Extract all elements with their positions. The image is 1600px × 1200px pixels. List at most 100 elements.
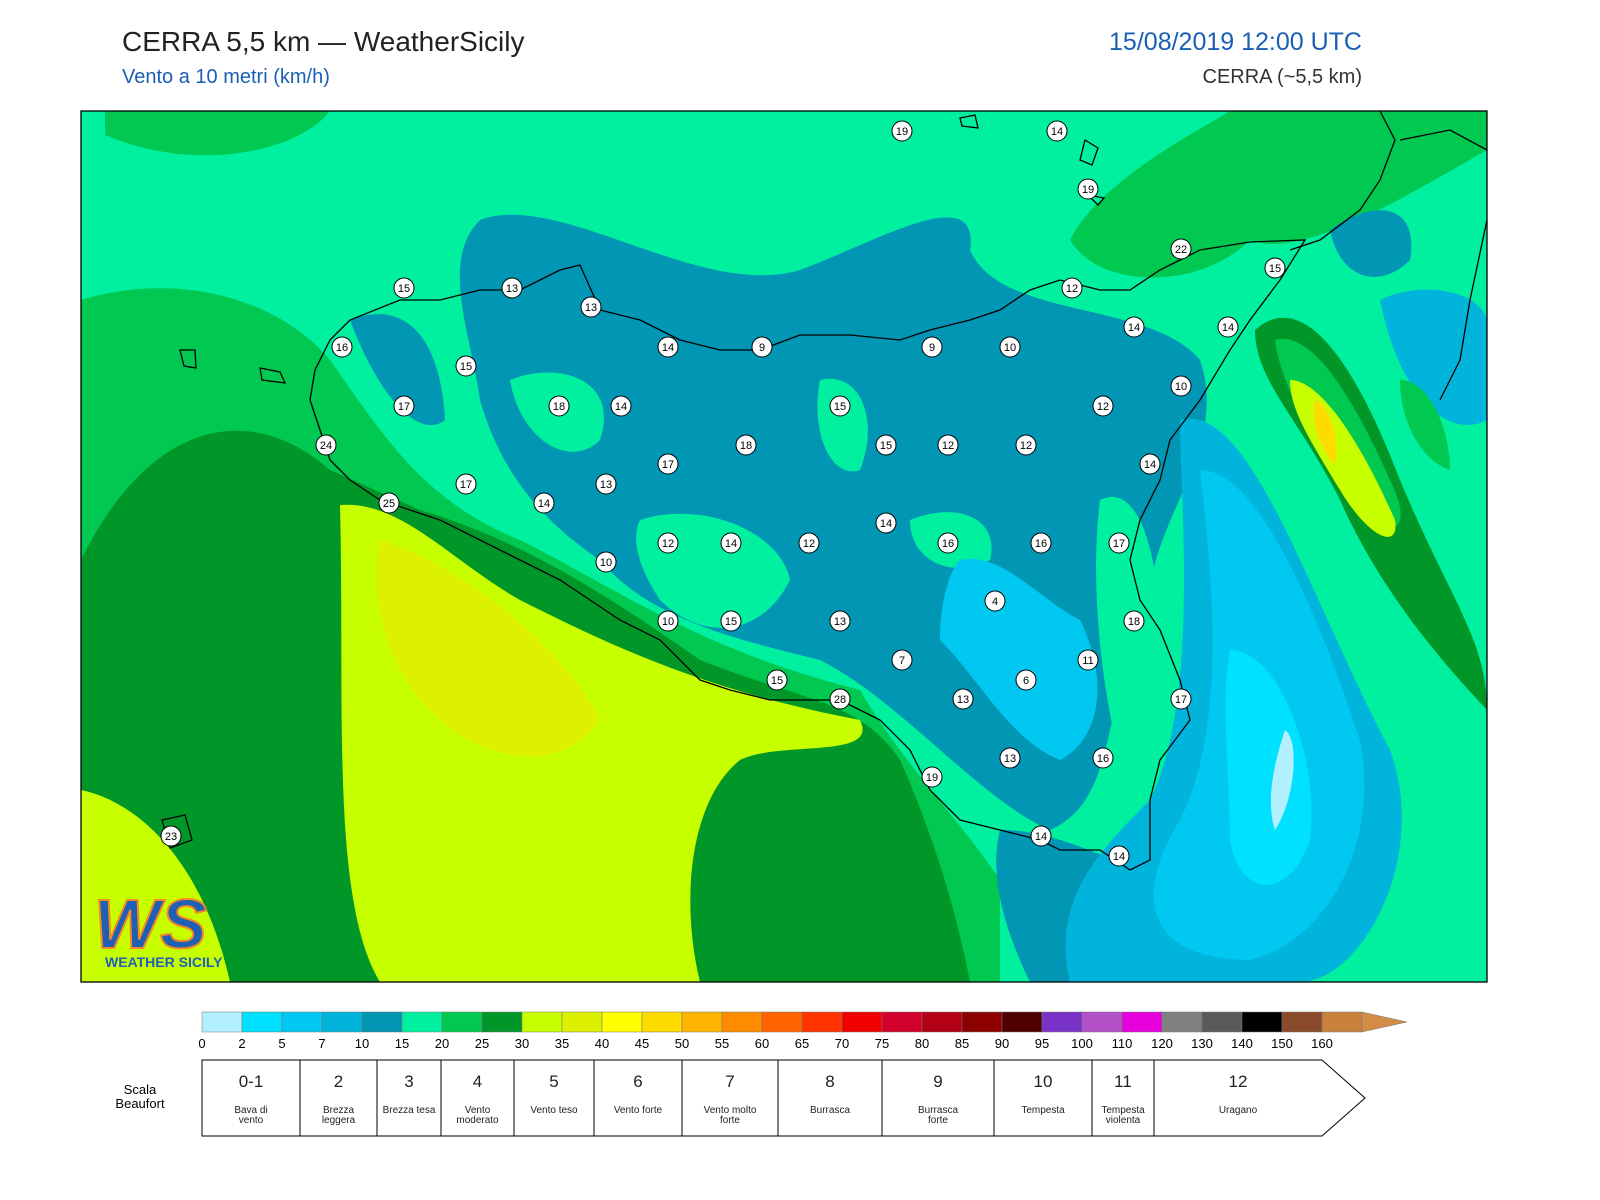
- colorbar-cell: [281, 1011, 323, 1033]
- station-marker: [875, 434, 897, 456]
- station-label: 14: [1144, 459, 1156, 471]
- colorbar-cell: [1161, 1011, 1203, 1033]
- station-label: 7: [899, 655, 905, 667]
- station-marker: [891, 120, 913, 142]
- station-label: 18: [740, 440, 752, 452]
- colorbar-tick-label: 110: [1112, 1036, 1133, 1051]
- colorbar-tick-label: 160: [1311, 1036, 1333, 1051]
- station-label: 16: [942, 538, 954, 550]
- colorbar-tick-label: 95: [1035, 1036, 1049, 1051]
- colorbar-cell: [1001, 1011, 1043, 1033]
- colorbar-cell: [601, 1011, 643, 1033]
- colorbar-tick-label: 50: [675, 1036, 689, 1051]
- beaufort-name: Brezza tesa: [382, 1105, 436, 1116]
- model-name: CERRA (~5,5 km): [1202, 66, 1362, 88]
- colorbar-cell: [1321, 1011, 1363, 1033]
- colorbar-tick-label: 130: [1191, 1036, 1213, 1051]
- station-label: 6: [1023, 675, 1029, 687]
- beaufort-name: Burrasca forte: [917, 1105, 958, 1126]
- beaufort-force: 7: [725, 1072, 735, 1091]
- colorbar-tick-label: 90: [995, 1036, 1009, 1051]
- station-marker: [160, 825, 182, 847]
- beaufort-name: Bava di vento: [234, 1105, 268, 1126]
- beaufort-force: 4: [472, 1072, 483, 1091]
- station-label: 11: [1082, 655, 1093, 667]
- station-label: 19: [896, 126, 908, 138]
- station-marker: [937, 532, 959, 554]
- colorbar-tick-label: 60: [755, 1036, 769, 1051]
- colorbar-tick-label: 2: [238, 1036, 245, 1051]
- station-label: 10: [1004, 342, 1016, 354]
- beaufort-level: 12 Uragano: [1154, 1060, 1322, 1136]
- colorbar-tick-label: 70: [835, 1036, 849, 1051]
- station-marker: [501, 277, 523, 299]
- station-marker: [1170, 688, 1192, 710]
- colorbar-cell: [641, 1011, 683, 1033]
- station-marker: [891, 649, 913, 671]
- colorbar-tick-label: 150: [1271, 1036, 1293, 1051]
- station-marker: [455, 473, 477, 495]
- colorbar-tick-label: 7: [318, 1036, 325, 1051]
- beaufort-name: Vento moderato: [456, 1105, 499, 1126]
- station-marker: [455, 355, 477, 377]
- colorbar-cell: [481, 1011, 523, 1033]
- beaufort-level: 6 Vento forte: [594, 1060, 682, 1136]
- station-label: 10: [1175, 381, 1187, 393]
- beaufort-name: Vento molto forte: [703, 1105, 757, 1126]
- station-marker: [766, 669, 788, 691]
- station-label: 12: [1066, 283, 1078, 295]
- station-label: 14: [1222, 322, 1234, 334]
- station-label: 19: [1082, 184, 1094, 196]
- station-marker: [610, 395, 632, 417]
- colorbar-tick-label: 120: [1151, 1036, 1173, 1051]
- beaufort-level: 2 Brezza leggera: [300, 1060, 377, 1136]
- station-marker: [1077, 178, 1099, 200]
- station-label: 13: [506, 283, 518, 295]
- station-label: 17: [460, 479, 472, 491]
- station-marker: [533, 492, 555, 514]
- station-marker: [1030, 532, 1052, 554]
- station-marker: [548, 395, 570, 417]
- station-marker: [1108, 532, 1130, 554]
- beaufort-level: 8 Burrasca: [778, 1060, 882, 1136]
- station-label: 13: [1004, 753, 1016, 765]
- colorbar-cell: [681, 1011, 723, 1033]
- station-label: 23: [165, 831, 177, 843]
- colorbar-tick-label: 45: [635, 1036, 649, 1051]
- station-marker: [952, 688, 974, 710]
- beaufort-name: Uragano: [1218, 1105, 1258, 1116]
- station-label: 17: [662, 459, 674, 471]
- colorbar-tick-label: 15: [395, 1036, 409, 1051]
- stations: 19 14 19 22 15 15 13 13 12 16 14 9 9 10 14 14 15 10 17 18 14…: [160, 120, 1286, 867]
- station-label: 16: [1035, 538, 1047, 550]
- station-marker: [1030, 825, 1052, 847]
- station-label: 12: [662, 538, 674, 550]
- logo-mark: WS: [94, 885, 207, 963]
- station-marker: [1046, 120, 1068, 142]
- station-marker: [1123, 610, 1145, 632]
- colorbar-cell: [1201, 1011, 1243, 1033]
- station-marker: [720, 610, 742, 632]
- station-label: 24: [320, 440, 332, 452]
- station-marker: [720, 532, 742, 554]
- beaufort-level: 5 Vento teso: [514, 1060, 594, 1136]
- colorbar-cell: [1121, 1011, 1163, 1033]
- colorbar-cell: [841, 1011, 883, 1033]
- colorbar-cell: [921, 1011, 963, 1033]
- station-label: 4: [992, 596, 998, 608]
- station-label: 13: [834, 616, 846, 628]
- colorbar-cell: [521, 1011, 563, 1033]
- colorbar-tick-label: 20: [435, 1036, 449, 1051]
- station-marker: [937, 434, 959, 456]
- colorbar-cell: [881, 1011, 923, 1033]
- station-marker: [1092, 747, 1114, 769]
- beaufort-level: 10 Tempesta: [994, 1060, 1092, 1136]
- station-label: 19: [926, 772, 938, 784]
- station-label: 9: [929, 342, 935, 354]
- station-marker: [1092, 395, 1114, 417]
- beaufort-name: Tempesta: [1021, 1105, 1065, 1116]
- station-marker: [1061, 277, 1083, 299]
- station-marker: [657, 610, 679, 632]
- beaufort-force: 9: [933, 1072, 943, 1091]
- station-marker: [921, 766, 943, 788]
